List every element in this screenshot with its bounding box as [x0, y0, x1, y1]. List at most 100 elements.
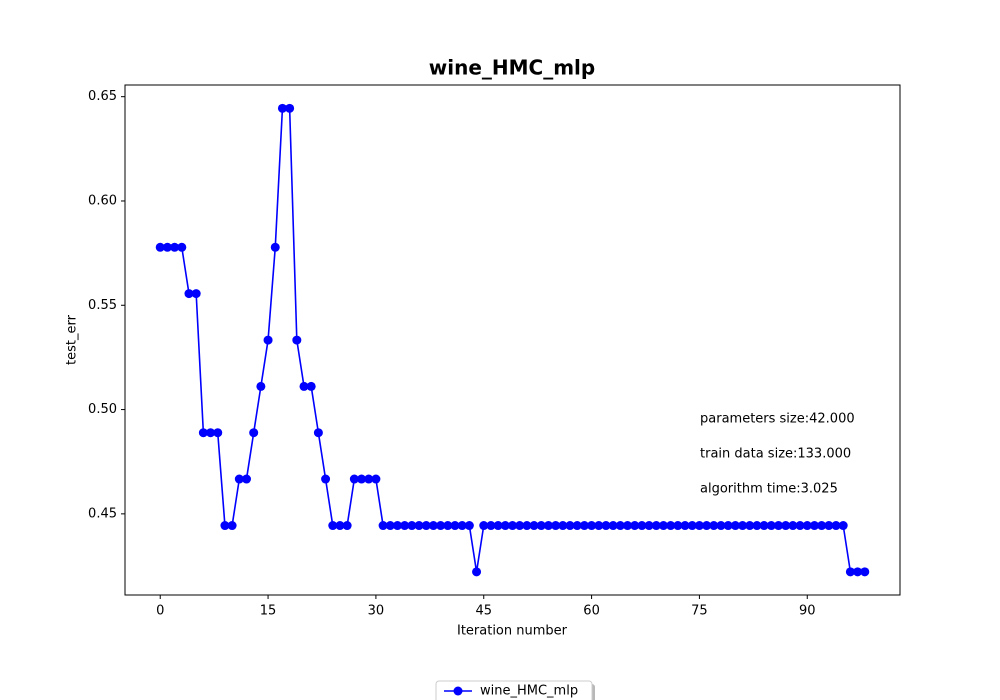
y-tick-label: 0.60	[88, 193, 117, 208]
data-point	[313, 428, 323, 438]
data-point	[493, 521, 503, 531]
annotation: train data size:133.000	[700, 447, 851, 462]
y-tick-label: 0.55	[88, 298, 117, 313]
data-point	[486, 521, 496, 531]
data-point	[788, 521, 798, 531]
data-point	[508, 521, 517, 531]
data-point	[227, 521, 237, 531]
data-point	[666, 521, 676, 531]
x-tick-label: 90	[799, 604, 816, 619]
data-point	[443, 521, 453, 531]
legend-marker	[453, 686, 463, 696]
data-point	[529, 521, 539, 531]
annotation: algorithm time:3.025	[700, 482, 838, 497]
data-point	[766, 521, 776, 531]
y-tick-label: 0.45	[88, 506, 117, 521]
data-point	[342, 521, 352, 531]
y-tick-label: 0.65	[88, 89, 117, 104]
data-point	[838, 521, 848, 531]
data-point	[457, 521, 467, 531]
data-point	[249, 428, 259, 438]
data-point	[522, 521, 532, 531]
data-point	[436, 521, 446, 531]
data-point	[694, 521, 704, 531]
data-point	[587, 521, 597, 531]
x-tick-label: 75	[691, 604, 708, 619]
data-point	[536, 521, 546, 531]
data-point	[328, 521, 338, 531]
data-point	[349, 474, 359, 484]
data-point	[450, 521, 460, 531]
data-point	[795, 521, 805, 531]
data-point	[630, 521, 640, 531]
data-point	[428, 521, 438, 531]
data-point	[673, 521, 683, 531]
data-point	[299, 381, 309, 391]
data-point	[220, 521, 230, 531]
data-point	[371, 474, 381, 484]
data-point	[817, 521, 827, 531]
x-tick-label: 15	[260, 604, 277, 619]
y-tick-label: 0.50	[88, 402, 117, 417]
data-point	[637, 521, 647, 531]
x-tick-label: 60	[583, 604, 600, 619]
data-point	[658, 521, 668, 531]
data-point	[400, 521, 410, 531]
data-point	[644, 521, 654, 531]
data-point	[860, 567, 870, 577]
data-point	[414, 521, 424, 531]
data-point	[551, 521, 561, 531]
y-axis-label: test_err	[65, 314, 80, 365]
data-point	[702, 521, 712, 531]
data-point	[802, 521, 812, 531]
data-point	[687, 521, 697, 531]
data-point	[824, 521, 834, 531]
data-point	[421, 521, 431, 531]
legend-label: wine_HMC_mlp	[480, 684, 578, 699]
legend: wine_HMC_mlp	[435, 680, 595, 700]
data-point	[738, 521, 748, 531]
data-point	[752, 521, 762, 531]
data-point	[709, 521, 719, 531]
data-point	[234, 474, 244, 484]
data-point	[277, 103, 287, 113]
data-point	[759, 521, 769, 531]
data-point	[608, 521, 618, 531]
data-point	[845, 567, 855, 577]
data-point	[392, 521, 402, 531]
data-point	[155, 242, 165, 252]
data-point	[241, 474, 251, 484]
data-point	[306, 381, 316, 391]
data-point	[407, 521, 417, 531]
data-point	[479, 521, 489, 531]
data-point	[594, 521, 604, 531]
data-point	[615, 521, 625, 531]
data-point	[500, 521, 510, 531]
annotation: parameters size:42.000	[700, 412, 855, 427]
data-point	[774, 521, 784, 531]
data-point	[579, 521, 589, 531]
data-point	[730, 521, 740, 531]
data-point	[623, 521, 633, 531]
data-point	[357, 474, 367, 484]
data-point	[543, 521, 553, 531]
chart-title: wine_HMC_mlp	[429, 56, 595, 80]
data-point	[292, 335, 302, 345]
plot-frame	[124, 84, 901, 596]
data-point	[335, 521, 345, 531]
data-point	[170, 242, 180, 252]
data-point	[565, 521, 575, 531]
data-point	[651, 521, 661, 531]
data-point	[472, 567, 482, 577]
data-point	[378, 521, 388, 531]
data-point	[809, 521, 819, 531]
data-point	[263, 335, 273, 345]
data-point	[464, 521, 474, 531]
legend-box	[435, 680, 593, 700]
data-point	[515, 521, 525, 531]
data-point	[572, 521, 582, 531]
data-point	[601, 521, 611, 531]
data-point	[270, 242, 280, 252]
